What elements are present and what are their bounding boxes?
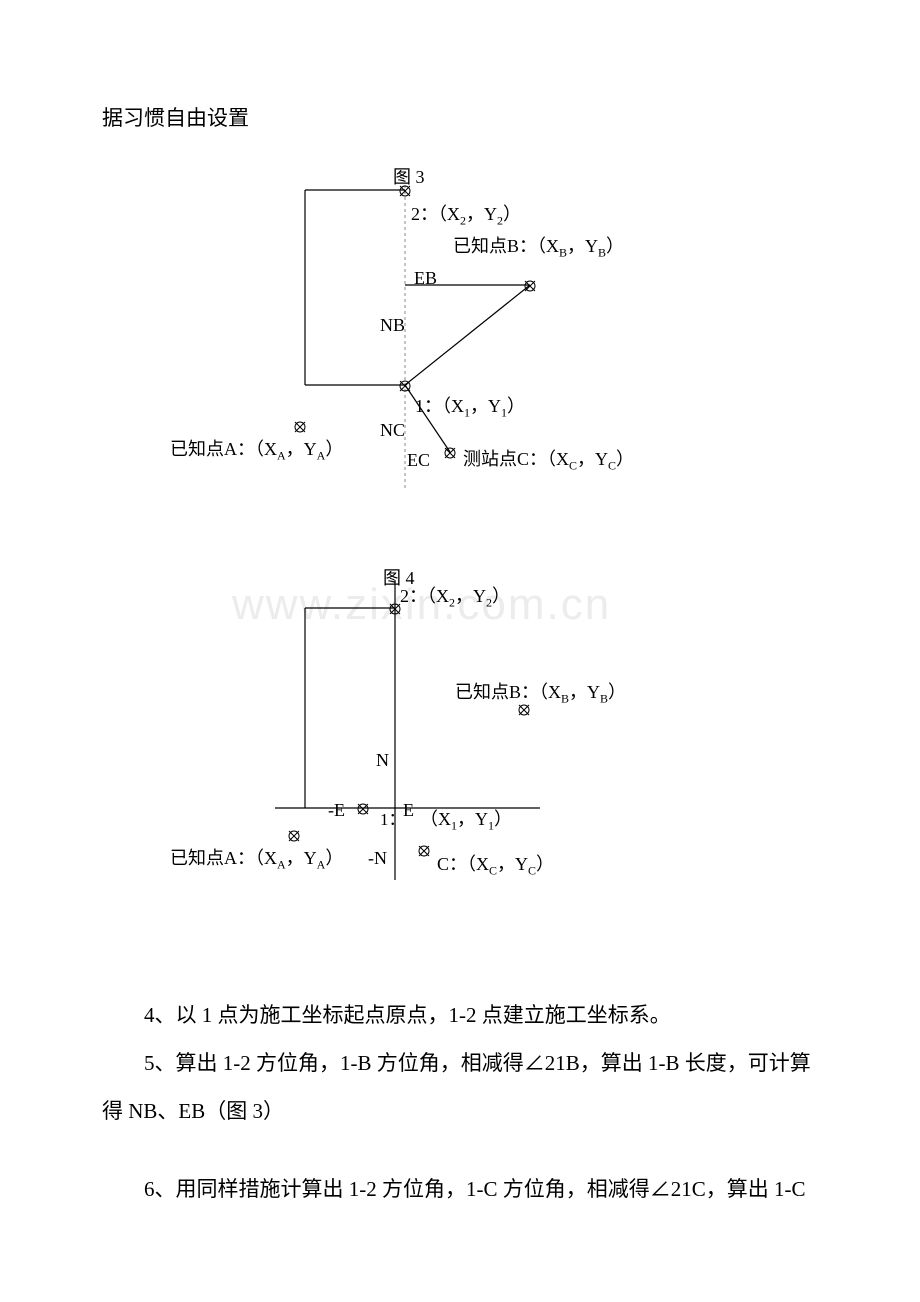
EB-label: EB [414, 268, 437, 289]
NB-label: NB [380, 315, 405, 336]
diagram-3: 图 3 2：（X2，Y2） 已知点B：（XB，YB） EB NB 1：（X1，Y… [200, 160, 720, 500]
fig4-point2-marker [389, 602, 401, 614]
fig4-point1-coords: （X1，Y1） [420, 805, 512, 834]
paragraph-4: 4、以 1 点为施工坐标起点原点，1-2 点建立施工坐标系。 [102, 992, 822, 1038]
point2-label: 2：（X2，Y2） [411, 200, 521, 229]
NC-label: NC [380, 420, 405, 441]
fig4-pointB-label: 已知点B：（XB，YB） [455, 678, 626, 707]
fig4-pointB-marker [518, 703, 530, 715]
pointB-label-text: 已知点B：（XB，YB） [453, 232, 624, 261]
fig4-pointC-marker [418, 844, 430, 856]
pointC-label-text: 测站点C：（XC，YC） [463, 445, 634, 474]
fig4-pointC-label: C：（XC，YC） [437, 850, 554, 879]
fig4-point1-label: 1： [380, 805, 406, 830]
fig4-negN-label: -N [368, 848, 387, 869]
point2-marker [399, 184, 411, 196]
document-page: 据习惯自由设置 www.zixin.com.cn 图 3 2：（X2，Y2） 已… [0, 0, 920, 1302]
fig4-N-label: N [376, 750, 389, 771]
pointB-marker [524, 279, 536, 291]
pointC-marker [444, 446, 456, 458]
fig4-negE-label: -E [328, 800, 345, 821]
fig4-origin-marker [357, 802, 369, 814]
fig4-pointA-label: 已知点A：（XA，YA） [170, 844, 343, 873]
paragraph-6: 6、用同样措施计算出 1-2 方位角，1-C 方位角，相减得∠21C，算出 1-… [102, 1166, 822, 1212]
paragraph-5-line2: 得 NB、EB（图 3） [102, 1088, 822, 1134]
point1-label: 1：（X1，Y1） [415, 392, 525, 421]
EC-label: EC [407, 450, 430, 471]
pointA-label-text: 已知点A：（XA，YA） [170, 435, 343, 464]
paragraph-5-line1: 5、算出 1-2 方位角，1-B 方位角，相减得∠21B，算出 1-B 长度，可… [102, 1040, 822, 1086]
pointA-marker [294, 420, 306, 432]
fig4-point2-label: 2：（X2，Y2） [400, 582, 510, 611]
diagram-4: 图 4 2：（X2，Y2） 已知点B：（XB，YB） N -E E 1： （X1… [200, 560, 720, 900]
fig4-pointA-marker [288, 829, 300, 841]
top-text: 据习惯自由设置 [102, 103, 249, 135]
point1-marker [399, 379, 411, 391]
